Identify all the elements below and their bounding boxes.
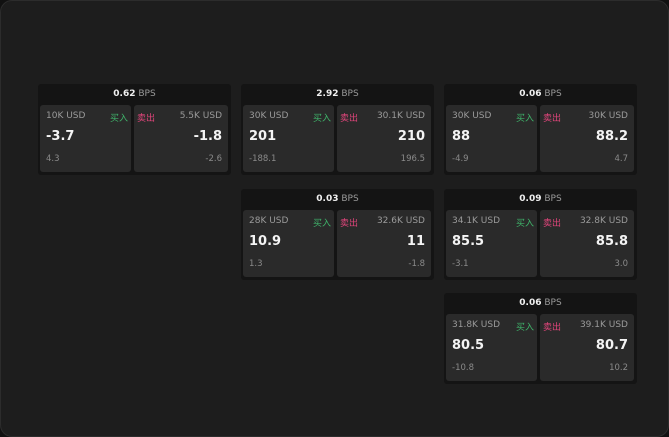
bid-price: 85.5 (452, 234, 485, 249)
buy-label: 买入 (312, 219, 331, 229)
spread-header: 0.09 BPS (444, 189, 637, 210)
spread-unit: BPS (341, 89, 359, 99)
bid-change: -188.1 (249, 154, 277, 164)
sell-label: 卖出 (340, 219, 359, 229)
spread-value: 0.06 (519, 298, 542, 308)
bid-quantity: 30K USD (249, 111, 289, 121)
spread-value: 2.92 (316, 89, 339, 99)
bid-quantity: 10K USD (46, 111, 86, 121)
quote-card: 0.06 BPS 31.8K USD 买入 80.5 -10.8 卖出 39.1… (444, 293, 637, 384)
ask-quantity: 39.1K USD (579, 320, 628, 330)
bid-price: 80.5 (452, 338, 485, 353)
bid-quantity: 30K USD (452, 111, 492, 121)
spread-header: 0.06 BPS (444, 293, 637, 314)
ask-quantity: 32.8K USD (579, 216, 628, 226)
buy-label: 买入 (515, 114, 534, 124)
ask-change: -2.6 (205, 154, 222, 164)
buy-panel[interactable]: 31.8K USD 买入 80.5 -10.8 (446, 314, 537, 381)
spread-unit: BPS (544, 89, 562, 99)
buy-panel[interactable]: 28K USD 买入 10.9 1.3 (243, 210, 334, 277)
ask-price: 88.2 (595, 129, 628, 144)
sell-label: 卖出 (340, 114, 359, 124)
spread-unit: BPS (544, 194, 562, 204)
buy-label: 买入 (515, 219, 534, 229)
spread-unit: BPS (138, 89, 156, 99)
spread-header: 0.06 BPS (444, 84, 637, 105)
ask-quantity: 30.1K USD (376, 111, 425, 121)
bid-quantity: 34.1K USD (452, 216, 501, 226)
buy-label: 买入 (109, 114, 128, 124)
buy-panel[interactable]: 30K USD 买入 201 -188.1 (243, 105, 334, 172)
quote-card: 0.62 BPS 10K USD 买入 -3.7 4.3 卖出 5.5K USD… (38, 84, 231, 175)
ask-price: 85.8 (595, 234, 628, 249)
spread-unit: BPS (341, 194, 359, 204)
spread-value: 0.09 (519, 194, 542, 204)
ask-change: 4.7 (614, 154, 628, 164)
ask-change: 10.2 (609, 363, 628, 373)
bid-price: -3.7 (46, 129, 75, 144)
bid-change: 4.3 (46, 154, 60, 164)
spread-value: 0.03 (316, 194, 339, 204)
ask-price: 210 (397, 129, 425, 144)
ask-price: 80.7 (595, 338, 628, 353)
sell-panel[interactable]: 卖出 5.5K USD -1.8 -2.6 (134, 105, 228, 172)
bid-change: -3.1 (452, 259, 469, 269)
bid-price: 10.9 (249, 234, 282, 249)
sell-label: 卖出 (543, 323, 562, 333)
buy-label: 买入 (312, 114, 331, 124)
ask-change: 196.5 (400, 154, 425, 164)
quote-card: 0.09 BPS 34.1K USD 买入 85.5 -3.1 卖出 32.8K… (444, 189, 637, 280)
bid-change: -10.8 (452, 363, 474, 373)
spread-header: 0.62 BPS (38, 84, 231, 105)
bid-change: -4.9 (452, 154, 469, 164)
sell-label: 卖出 (543, 219, 562, 229)
sell-panel[interactable]: 卖出 30K USD 88.2 4.7 (540, 105, 634, 172)
buy-panel[interactable]: 34.1K USD 买入 85.5 -3.1 (446, 210, 537, 277)
bid-quantity: 28K USD (249, 216, 289, 226)
sell-label: 卖出 (543, 114, 562, 124)
ask-price: -1.8 (193, 129, 222, 144)
bid-quantity: 31.8K USD (452, 320, 501, 330)
quote-card: 2.92 BPS 30K USD 买入 201 -188.1 卖出 30.1K … (241, 84, 434, 175)
buy-panel[interactable]: 30K USD 买入 88 -4.9 (446, 105, 537, 172)
ask-change: -1.8 (408, 259, 425, 269)
spread-header: 0.03 BPS (241, 189, 434, 210)
ask-price: 11 (406, 234, 425, 249)
spread-unit: BPS (544, 298, 562, 308)
buy-label: 买入 (515, 323, 534, 333)
ask-quantity: 32.6K USD (376, 216, 425, 226)
sell-label: 卖出 (137, 114, 156, 124)
bid-price: 201 (249, 129, 277, 144)
sell-panel[interactable]: 卖出 32.6K USD 11 -1.8 (337, 210, 431, 277)
bid-change: 1.3 (249, 259, 263, 269)
sell-panel[interactable]: 卖出 30.1K USD 210 196.5 (337, 105, 431, 172)
quote-card: 0.03 BPS 28K USD 买入 10.9 1.3 卖出 32.6K US… (241, 189, 434, 280)
ask-change: 3.0 (614, 259, 628, 269)
spread-value: 0.06 (519, 89, 542, 99)
buy-panel[interactable]: 10K USD 买入 -3.7 4.3 (40, 105, 131, 172)
ask-quantity: 5.5K USD (179, 111, 222, 121)
quote-card: 0.06 BPS 30K USD 买入 88 -4.9 卖出 30K USD 8… (444, 84, 637, 175)
ask-quantity: 30K USD (588, 111, 628, 121)
spread-value: 0.62 (113, 89, 136, 99)
bid-price: 88 (452, 129, 471, 144)
spread-header: 2.92 BPS (241, 84, 434, 105)
sell-panel[interactable]: 卖出 32.8K USD 85.8 3.0 (540, 210, 634, 277)
sell-panel[interactable]: 卖出 39.1K USD 80.7 10.2 (540, 314, 634, 381)
